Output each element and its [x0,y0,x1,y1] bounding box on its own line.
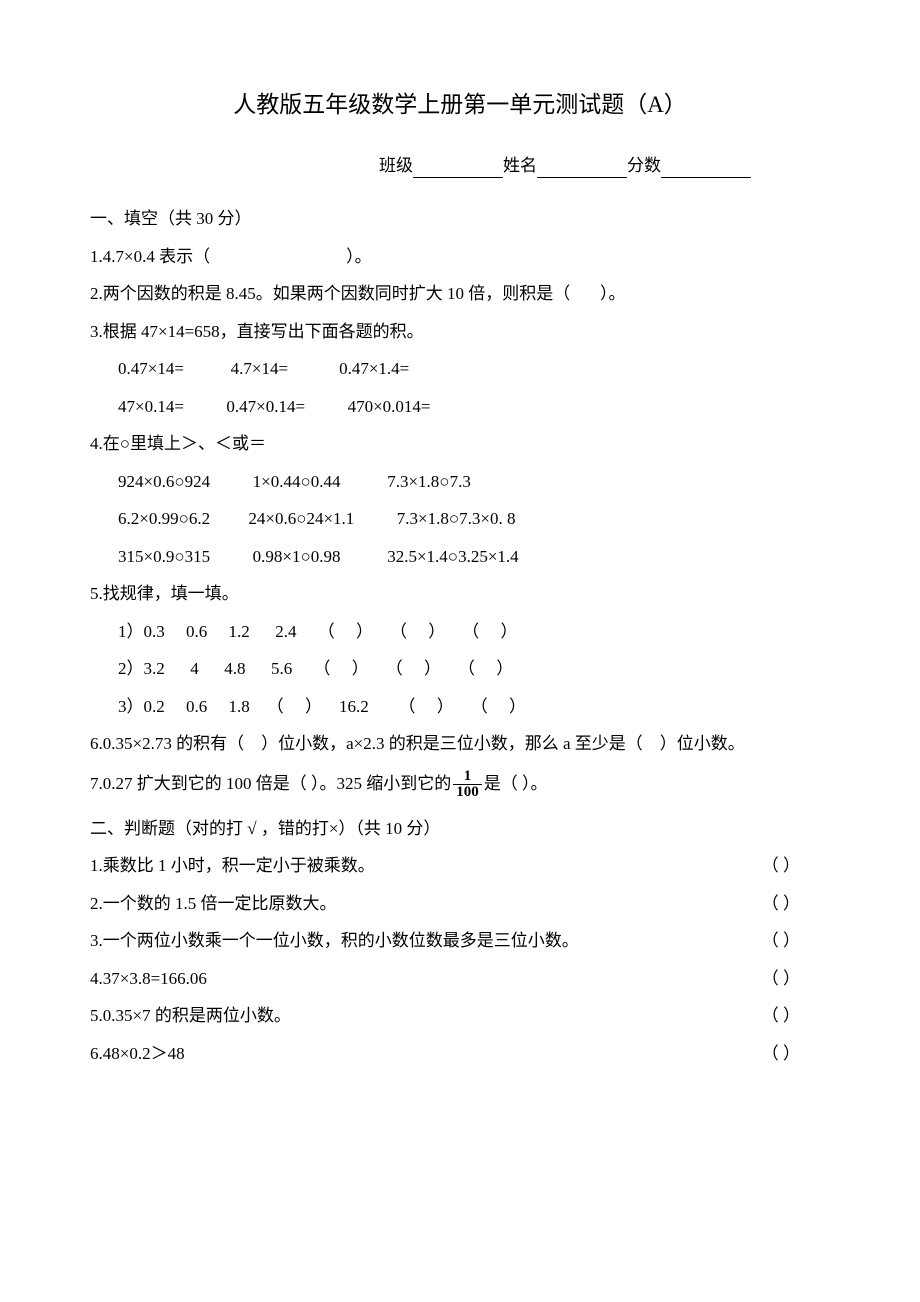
judge-paren: （ ） [762,966,830,992]
q5-line3: 3）0.2 0.6 1.8 （ ） 16.2 （ ） （ ） [90,694,830,720]
judge-paren: （ ） [762,1041,830,1067]
judge-item-2: 2.一个数的 1.5 倍一定比原数大。 （ ） [90,891,830,917]
fraction-1-100: 1 100 [453,769,482,800]
section2-header: 二、判断题（对的打 √ ，错的打×）（共 10 分） [90,816,830,842]
judge-text: 1.乘数比 1 小时，积一定小于被乘数。 [90,853,375,879]
student-info-line: 班级 姓名 分数 [90,153,830,179]
q4-line2: 6.2×0.99○6.2 24×0.6○24×1.1 7.3×1.8○7.3×0… [90,506,830,532]
judge-paren: （ ） [762,891,830,917]
judge-text: 4.37×3.8=166.06 [90,966,207,992]
judge-paren: （ ） [762,1003,830,1029]
score-label: 分数 [627,156,661,175]
fraction-denominator: 100 [453,785,482,800]
name-blank [537,161,627,178]
judge-paren: （ ） [762,928,830,954]
class-blank [413,161,503,178]
judge-item-1: 1.乘数比 1 小时，积一定小于被乘数。 （ ） [90,853,830,879]
q3-header: 3.根据 47×14=658，直接写出下面各题的积。 [90,319,830,345]
class-label: 班级 [379,156,413,175]
judge-text: 6.48×0.2＞48 [90,1041,185,1067]
judge-item-6: 6.48×0.2＞48 （ ） [90,1041,830,1067]
score-blank [661,161,751,178]
judge-item-4: 4.37×3.8=166.06 （ ） [90,966,830,992]
judge-text: 2.一个数的 1.5 倍一定比原数大。 [90,891,337,917]
q6: 6.0.35×2.73 的积有（ ）位小数，a×2.3 的积是三位小数，那么 a… [90,731,830,757]
judge-text: 5.0.35×7 的积是两位小数。 [90,1003,291,1029]
q1: 1.4.7×0.4 表示（ ）。 [90,244,830,270]
name-label: 姓名 [503,156,537,175]
q4-header: 4.在○里填上＞、＜或＝ [90,431,830,457]
q7: 7.0.27 扩大到它的 100 倍是（ ）。325 缩小到它的 1 100 是… [90,769,830,800]
q7-part1: 7.0.27 扩大到它的 100 倍是（ ）。325 缩小到它的 [90,771,451,797]
section1-header: 一、填空（共 30 分） [90,206,830,232]
q5-line1: 1）0.3 0.6 1.2 2.4 （ ） （ ） （ ） [90,619,830,645]
judge-paren: （ ） [762,853,830,879]
q2: 2.两个因数的积是 8.45。如果两个因数同时扩大 10 倍，则积是（ ）。 [90,281,830,307]
judge-item-3: 3.一个两位小数乘一个一位小数，积的小数位数最多是三位小数。 （ ） [90,928,830,954]
q5-header: 5.找规律，填一填。 [90,581,830,607]
q4-line3: 315×0.9○315 0.98×1○0.98 32.5×1.4○3.25×1.… [90,544,830,570]
fraction-numerator: 1 [453,769,482,785]
page-title: 人教版五年级数学上册第一单元测试题（A） [90,88,830,123]
q3-line1: 0.47×14= 4.7×14= 0.47×1.4= [90,356,830,382]
q7-part2: 是（ ）。 [484,771,548,797]
judge-item-5: 5.0.35×7 的积是两位小数。 （ ） [90,1003,830,1029]
q3-line2: 47×0.14= 0.47×0.14= 470×0.014= [90,394,830,420]
q5-line2: 2）3.2 4 4.8 5.6 （ ） （ ） （ ） [90,656,830,682]
judge-text: 3.一个两位小数乘一个一位小数，积的小数位数最多是三位小数。 [90,928,579,954]
q4-line1: 924×0.6○924 1×0.44○0.44 7.3×1.8○7.3 [90,469,830,495]
